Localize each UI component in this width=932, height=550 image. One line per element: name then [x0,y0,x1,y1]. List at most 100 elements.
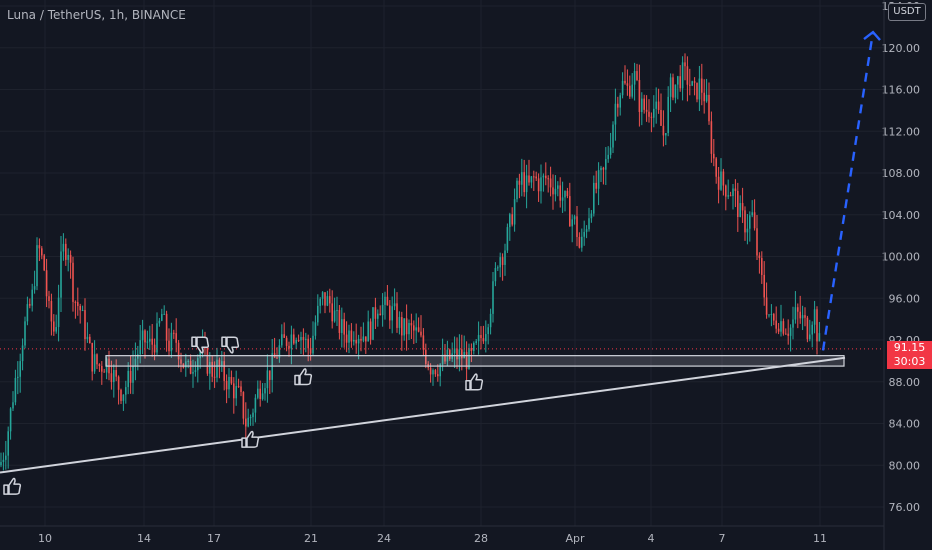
candle-body [617,103,619,108]
candle-body [288,345,290,349]
candle-body [559,185,561,201]
x-tick-label: Apr [565,532,585,545]
candle-body [285,337,288,346]
candle-body [228,376,230,390]
candle-body [729,195,732,197]
candle-body [432,370,434,375]
candle-body [569,196,571,227]
candle-body [72,262,74,302]
x-tick-label: 21 [304,532,318,545]
candle-body [192,371,194,374]
candle-body [717,176,720,190]
candle-body [89,336,91,344]
candle-body [576,216,578,237]
candle-body [290,334,293,349]
candle-body [96,354,98,365]
currency-button[interactable]: USDT [888,3,926,21]
candle-body [139,340,141,355]
candle-body [593,182,595,214]
candle-body [377,313,379,319]
candle-body [245,418,247,427]
candle-body [585,229,588,232]
candle-body [317,305,319,323]
candle-body [530,176,533,183]
candle-body [156,323,158,353]
candle-body [612,124,614,148]
candle-body [734,188,737,191]
candle-body [703,92,705,102]
candle-body [686,66,689,85]
candle-body [794,307,797,320]
candle-body [21,345,24,362]
thumbs-up-icon [294,368,313,386]
candle-body [504,250,506,265]
candle-body [552,187,554,195]
candle-body [425,349,427,364]
candle-body [31,289,33,306]
candle-body [293,334,295,344]
candle-body [381,304,384,316]
candle-body [12,402,14,409]
candle-body [134,358,137,366]
candle-body [365,336,367,342]
candle-body [74,301,77,303]
candle-body [17,376,19,378]
candle-body [401,317,403,336]
candle-body [93,354,96,372]
projection-arrowhead [863,30,881,41]
candle-body [525,175,528,193]
candle-body [283,334,285,338]
candle-body [29,304,31,306]
candle-body [14,377,17,403]
candle-body [528,175,530,183]
candle-body [732,188,734,197]
candle-body [643,98,645,110]
candle-body [137,354,139,359]
candle-body [132,365,134,383]
candle-body [415,327,417,331]
candle-body [513,199,516,225]
candle-body [545,175,547,179]
thumb-glyph [465,373,484,391]
candle-body [297,340,300,342]
candle-body [816,309,818,342]
candle-body [101,365,103,372]
candle-body [607,154,609,160]
candle-body [173,332,175,334]
candle-body [667,96,669,134]
thumb-shape [3,477,22,495]
candle-body [727,195,729,197]
x-tick-label: 11 [813,532,827,545]
candle-body [487,327,489,335]
candle-body [773,314,775,321]
candle-body [45,270,48,297]
candle-body [33,286,36,290]
candle-body [117,376,120,390]
candle-body [367,321,369,342]
candle-body [597,170,600,189]
candle-body [751,212,753,216]
candle-body [2,459,5,463]
candle-body [657,101,660,110]
candle-body [185,361,187,368]
candle-body [439,364,441,377]
candle-body [621,80,624,96]
bar-countdown: 30:03 [893,355,926,368]
candle-body [197,358,199,371]
candle-body [249,417,252,419]
candle-body [62,243,65,252]
candle-body [465,351,468,369]
candle-body [761,258,763,275]
candle-body [571,219,573,227]
candle-body [804,315,806,318]
candle-body [36,245,38,287]
candle-body [662,125,665,136]
candle-body [369,321,372,340]
candle-body [269,370,271,380]
candle-body [9,408,12,432]
candle-body [813,309,816,325]
candle-body [715,158,717,177]
candle-body [211,361,213,377]
